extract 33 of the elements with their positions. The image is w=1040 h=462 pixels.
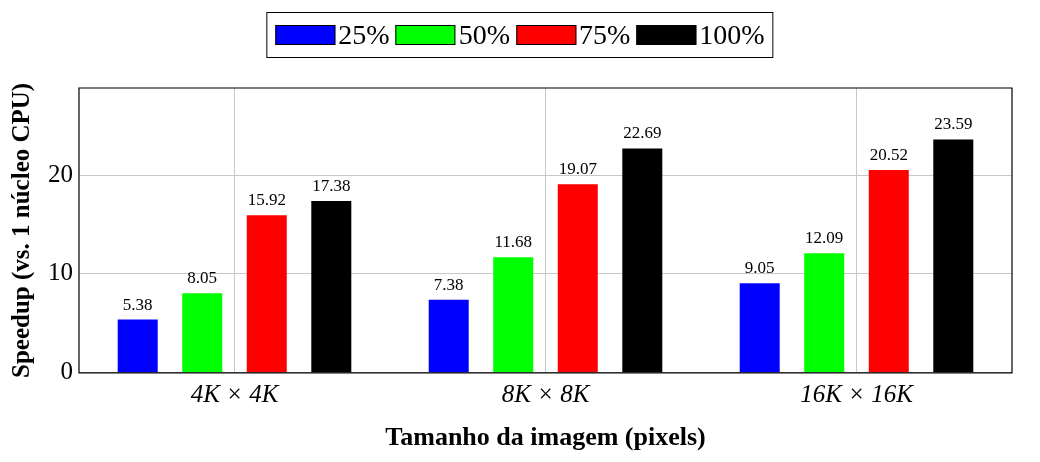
data-label: 12.09 xyxy=(805,228,844,248)
bar xyxy=(182,293,223,373)
data-label: 22.69 xyxy=(623,123,662,143)
x-tick-label: 4K × 4K xyxy=(190,380,280,408)
legend-label: 75% xyxy=(579,19,631,51)
legend-label: 100% xyxy=(699,19,765,51)
data-label: 8.05 xyxy=(187,268,218,288)
data-label: 20.52 xyxy=(869,144,908,164)
bar xyxy=(739,283,780,373)
bar xyxy=(557,184,598,373)
y-tick-label: 0 xyxy=(60,357,73,385)
y-axis-title: Speedup (vs. 1 núcleo CPU) xyxy=(7,82,36,378)
bar xyxy=(117,319,158,373)
bar xyxy=(246,215,287,373)
data-label: 19.07 xyxy=(558,159,598,179)
legend-label: 25% xyxy=(338,19,390,51)
bar xyxy=(804,253,845,373)
data-label: 17.38 xyxy=(312,175,351,195)
data-label: 5.38 xyxy=(122,294,153,314)
x-axis-title: Tamanho da imagem (pixels) xyxy=(385,422,706,452)
data-label: 15.92 xyxy=(247,190,286,210)
data-label: 23.59 xyxy=(934,114,973,134)
y-tick-label: 20 xyxy=(48,159,73,187)
data-label: 11.68 xyxy=(494,232,533,252)
legend-label: 50% xyxy=(458,19,510,51)
y-tick-label: 10 xyxy=(48,258,73,286)
x-tick-label: 8K × 8K xyxy=(501,380,591,408)
bar xyxy=(868,169,909,373)
data-label: 9.05 xyxy=(744,258,775,278)
bar xyxy=(493,257,534,373)
x-tick-label: 16K × 16K xyxy=(800,380,915,408)
bar xyxy=(428,299,469,373)
data-label: 7.38 xyxy=(433,274,464,294)
